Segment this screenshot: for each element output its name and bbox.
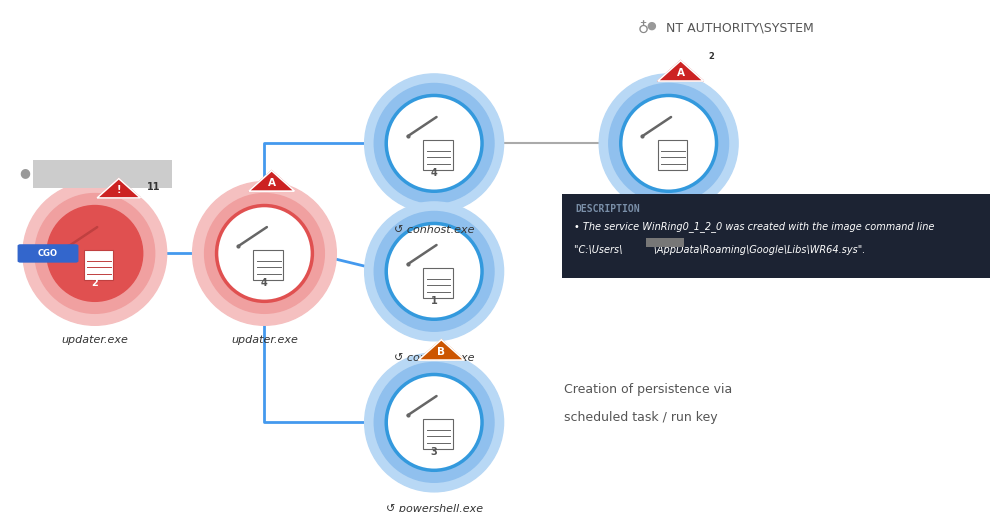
- FancyBboxPatch shape: [253, 250, 283, 280]
- Text: scheduled task / run key: scheduled task / run key: [564, 411, 718, 424]
- Ellipse shape: [599, 74, 739, 213]
- Ellipse shape: [364, 74, 504, 213]
- Ellipse shape: [374, 362, 494, 482]
- Text: A: A: [677, 68, 685, 78]
- Text: 3: 3: [431, 447, 437, 457]
- Text: ♁: ♁: [638, 20, 650, 36]
- Text: "C:\Users\          \AppData\Roaming\Google\Libs\WR64.sys".: "C:\Users\ \AppData\Roaming\Google\Libs\…: [574, 245, 865, 255]
- Ellipse shape: [23, 182, 167, 325]
- Text: 4: 4: [431, 168, 437, 178]
- Text: 1: 1: [431, 296, 437, 306]
- Text: ●: ●: [647, 20, 657, 31]
- Text: ↺ services.exe: ↺ services.exe: [628, 225, 710, 235]
- Ellipse shape: [609, 83, 729, 203]
- Text: CGO: CGO: [38, 249, 58, 258]
- Ellipse shape: [621, 95, 717, 191]
- Polygon shape: [418, 339, 464, 360]
- Text: 2: 2: [92, 278, 98, 288]
- Ellipse shape: [374, 211, 494, 331]
- Text: updater.exe: updater.exe: [231, 335, 298, 345]
- Text: 4: 4: [261, 278, 267, 288]
- Text: 11: 11: [147, 182, 161, 192]
- FancyBboxPatch shape: [84, 250, 114, 280]
- Text: updater.exe: updater.exe: [61, 335, 129, 345]
- Ellipse shape: [205, 194, 324, 313]
- Ellipse shape: [364, 202, 504, 341]
- Ellipse shape: [217, 205, 312, 302]
- Ellipse shape: [35, 194, 155, 313]
- Text: • The service WinRing0_1_2_0 was created with the image command line: • The service WinRing0_1_2_0 was created…: [574, 221, 934, 232]
- FancyBboxPatch shape: [646, 238, 684, 247]
- FancyBboxPatch shape: [423, 268, 453, 297]
- FancyBboxPatch shape: [562, 194, 990, 278]
- Polygon shape: [658, 60, 704, 81]
- Text: ●: ●: [20, 166, 30, 180]
- Ellipse shape: [386, 223, 482, 319]
- FancyBboxPatch shape: [33, 160, 172, 188]
- Polygon shape: [249, 170, 294, 191]
- Text: B: B: [437, 347, 445, 357]
- Text: 2: 2: [709, 52, 715, 60]
- Ellipse shape: [386, 95, 482, 191]
- Text: ↺ powershell.exe: ↺ powershell.exe: [385, 504, 483, 512]
- Text: !: !: [117, 185, 121, 195]
- Text: A: A: [267, 178, 275, 188]
- Text: NT AUTHORITY\SYSTEM: NT AUTHORITY\SYSTEM: [666, 22, 813, 35]
- Ellipse shape: [386, 374, 482, 471]
- Ellipse shape: [193, 182, 336, 325]
- Text: DESCRIPTION: DESCRIPTION: [576, 204, 641, 214]
- Text: Creation of persistence via: Creation of persistence via: [564, 382, 733, 396]
- FancyBboxPatch shape: [423, 140, 453, 169]
- Ellipse shape: [47, 205, 143, 302]
- Text: ↺ conhost.exe: ↺ conhost.exe: [394, 225, 474, 235]
- Polygon shape: [97, 179, 141, 198]
- FancyBboxPatch shape: [423, 419, 453, 449]
- FancyBboxPatch shape: [658, 140, 688, 169]
- FancyBboxPatch shape: [18, 244, 79, 263]
- Text: ↺ conhost.exe: ↺ conhost.exe: [394, 353, 474, 363]
- Ellipse shape: [364, 353, 504, 492]
- Ellipse shape: [374, 83, 494, 203]
